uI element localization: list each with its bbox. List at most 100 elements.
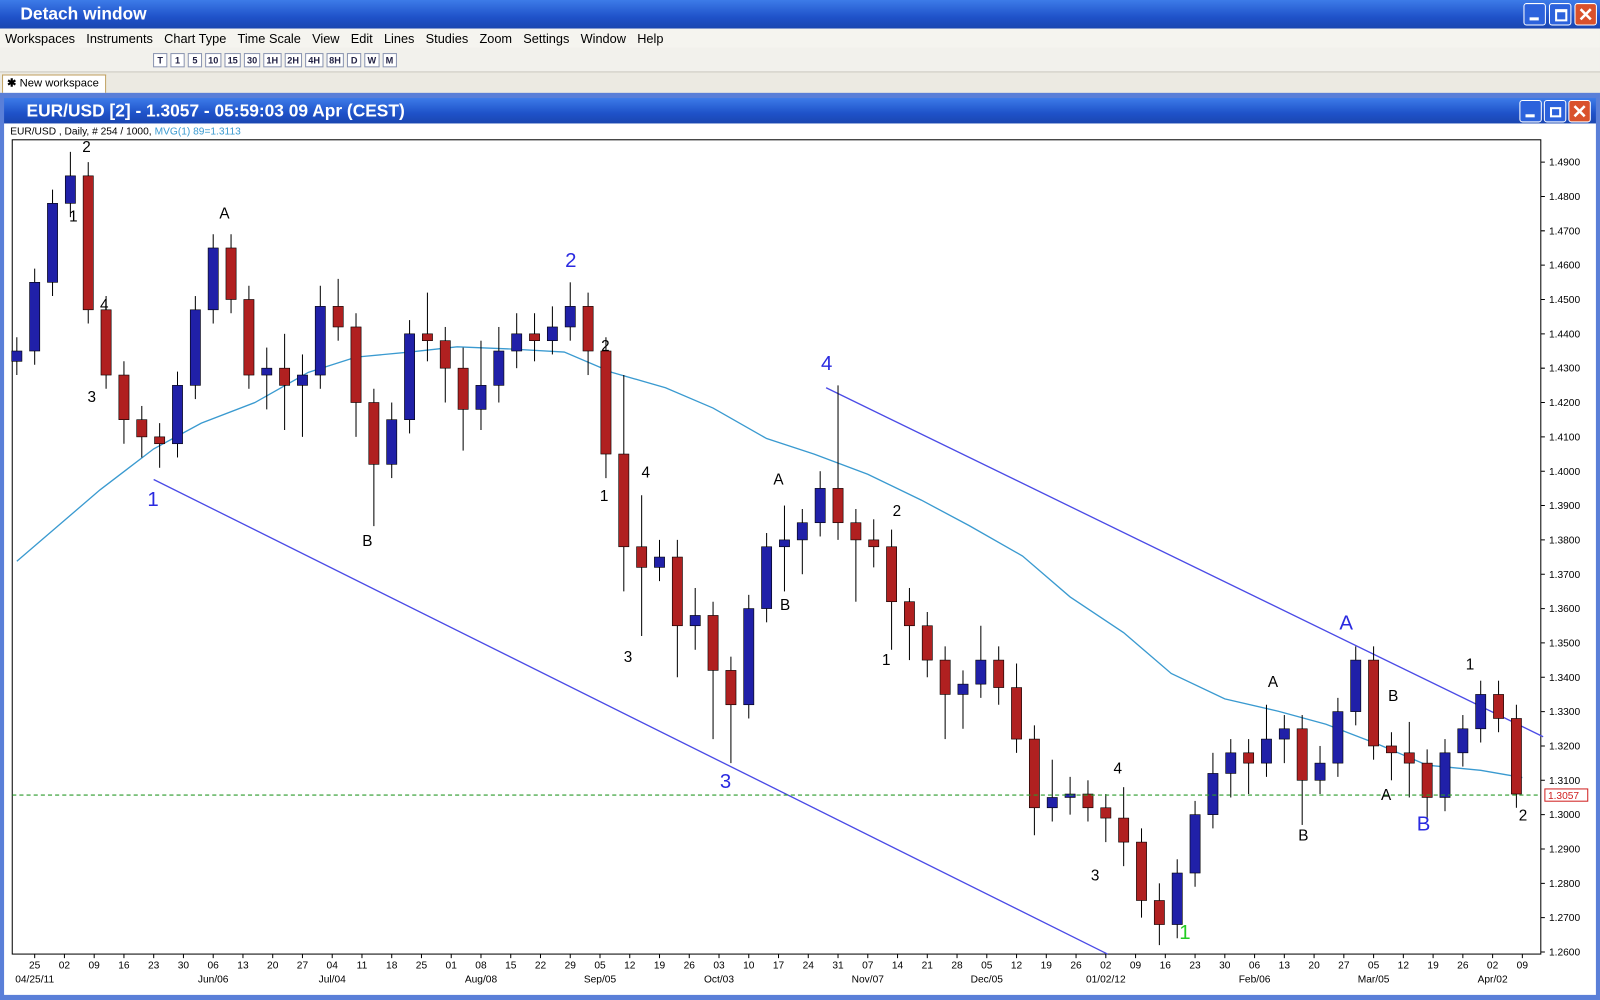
menu-item[interactable]: View [312,31,340,46]
x-major-label: Dec/05 [971,975,1004,986]
timescale-button[interactable]: D [347,52,362,67]
menu-item[interactable]: Help [637,31,664,46]
x-tick-label: 27 [1338,960,1350,971]
timescale-button[interactable]: 1H [263,52,282,67]
wave-label: 2 [82,139,91,156]
candle-body [1011,687,1022,740]
candle-body [600,350,612,455]
wave-label: A [219,205,230,222]
x-tick-label: 12 [624,960,636,971]
wave-label: 4 [100,297,109,314]
x-major-label: Nov/07 [852,975,885,986]
candle-body [529,333,540,342]
x-tick-label: 06 [1249,960,1261,971]
tab-row: ✱ New workspace [0,72,1600,93]
y-tick-label: 1.4400 [1549,329,1580,340]
wave-label: 4 [642,464,651,481]
candle-body [47,203,58,283]
candle-body [654,556,665,568]
menu-item[interactable]: Zoom [479,31,513,46]
x-tick-label: 18 [386,960,398,971]
menu-item[interactable]: Time Scale [237,31,301,46]
menu-item[interactable]: Instruments [86,31,153,46]
candle-body [582,306,594,352]
candle-body [904,601,915,627]
workspace-tab[interactable]: ✱ New workspace [2,74,107,93]
menu-item[interactable]: Workspaces [5,31,76,46]
x-tick-label: 09 [1130,960,1142,971]
chart-restore[interactable] [1543,99,1567,123]
timescale-button[interactable]: T [153,52,168,67]
y-tick-label: 1.3900 [1549,501,1580,512]
menu-item[interactable]: Settings [523,31,570,46]
menu-item[interactable]: Lines [383,31,415,46]
timescale-button[interactable]: 5 [187,52,203,67]
timescale-button[interactable]: 30 [243,52,261,67]
x-major-label: 04/25/11 [15,975,54,986]
menu-item[interactable]: Window [580,31,626,46]
x-tick-label: 24 [803,960,815,971]
candle-body [1153,900,1165,925]
wave-label: A [1381,787,1392,804]
chart-minimize[interactable] [1519,99,1542,123]
menu-item[interactable]: Chart Type [164,31,227,46]
candle-body [761,546,773,609]
candle-body [1171,872,1183,925]
price-label: 1.3057 [1548,791,1579,802]
x-tick-label: 12 [1398,960,1410,971]
candle-body [1028,738,1040,809]
x-major-label: 01/02/12 [1086,975,1126,986]
timescale-button[interactable]: 15 [224,52,241,67]
x-tick-label: 16 [118,960,130,971]
maximize-button[interactable] [1548,3,1572,26]
x-major-label: Oct/03 [704,975,734,986]
menu-item[interactable]: Edit [350,31,373,46]
y-tick-label: 1.3000 [1549,810,1580,821]
chart: EUR/USD , Daily, # 254 / 1000, MVG(1) 89=… [10,127,1589,986]
y-tick-label: 1.3200 [1549,742,1580,753]
x-tick-label: 27 [297,960,309,971]
timescale-button[interactable]: 2H [284,52,303,67]
wave-label: 3 [624,649,633,666]
candle-body [1350,659,1362,712]
x-major-label: Jul/04 [319,975,347,986]
wave-label: 2 [601,338,610,355]
timescale-button[interactable]: 8H [326,52,344,67]
wave-label: 2 [1519,807,1528,824]
candle-body [350,326,362,403]
price-box [1544,788,1589,802]
wave-label: 4 [1113,760,1122,777]
timescale-button[interactable]: W [364,52,380,67]
timescale-button[interactable]: 10 [205,52,222,67]
timescale-button[interactable]: M [382,52,397,67]
toolbar: T 1 5 10 15 30 1H 2H 4H 8H D W M [0,47,1600,73]
chart-panel: EUR/USD , Daily, # 254 / 1000, MVG(1) 89=… [4,123,1596,995]
x-tick-label: 02 [1100,960,1112,971]
window-title: Detach window [20,4,147,24]
menu-item[interactable]: Studies [425,31,469,46]
y-tick-label: 1.3300 [1549,707,1580,718]
y-tick-label: 1.3100 [1549,776,1580,787]
candle-body [29,282,41,352]
minimize-button[interactable] [1523,3,1546,26]
candle-body [1136,841,1147,901]
candle-body [1207,773,1219,815]
candle-body [796,522,808,541]
close-button[interactable] [1574,3,1597,26]
candle-body [939,659,951,695]
x-tick-label: 21 [922,960,934,971]
x-tick-label: 20 [1308,960,1320,971]
timescale-button[interactable]: 1 [170,52,185,67]
wave-label: 4 [821,353,832,375]
wave-label: 2 [565,250,576,272]
timescale-button[interactable]: 4H [305,52,324,67]
close-icon [1573,105,1586,118]
candle-body [261,367,273,376]
x-tick-label: 30 [1219,960,1231,971]
y-tick-label: 1.4800 [1549,192,1580,203]
chart-close[interactable] [1568,99,1591,123]
y-tick-label: 1.4900 [1549,158,1580,169]
candle-body [1368,659,1379,747]
y-tick-label: 1.3600 [1549,604,1580,615]
candle-body [1118,817,1130,843]
